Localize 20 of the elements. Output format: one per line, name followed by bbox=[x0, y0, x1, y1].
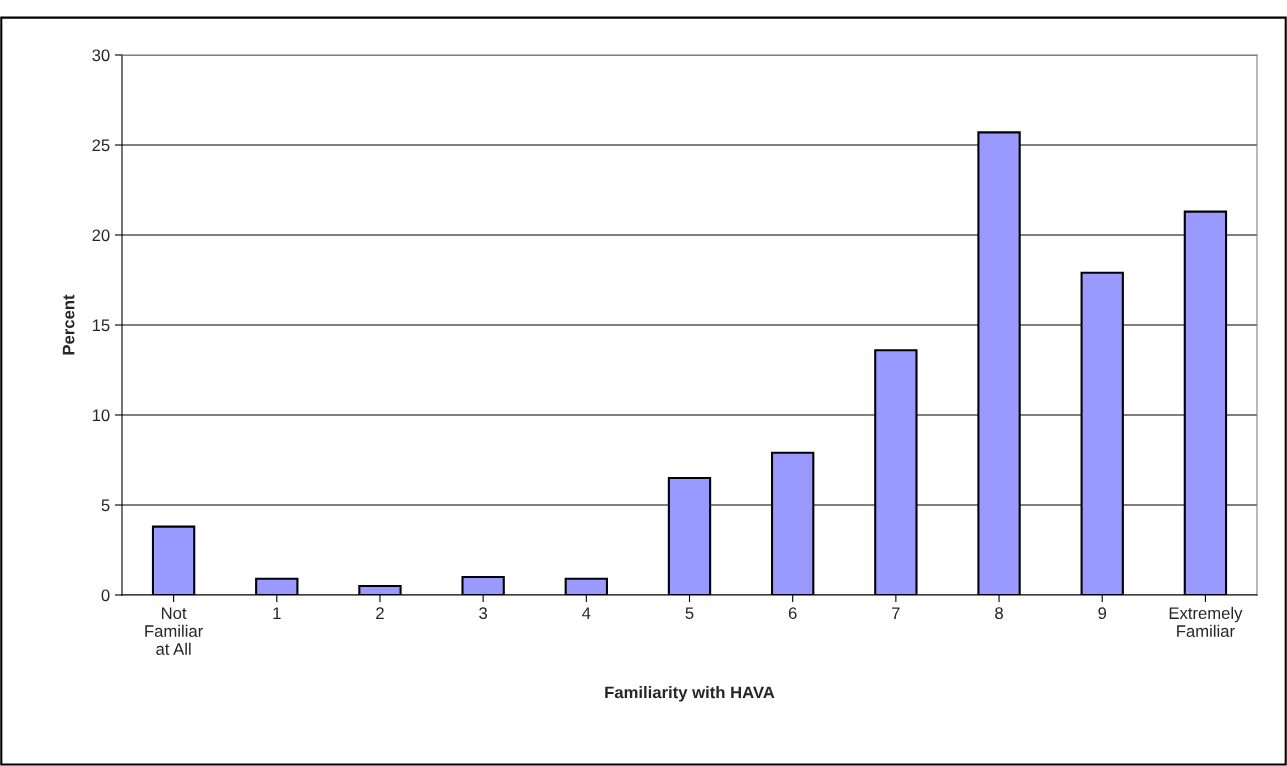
x-tick-label: 3 bbox=[479, 607, 488, 620]
x-tick-label: 7 bbox=[892, 607, 900, 619]
y-tick-label: 15 bbox=[92, 319, 110, 332]
y-tick-label: 0 bbox=[101, 589, 110, 602]
x-tick-label: Not Familiar at All bbox=[145, 607, 203, 655]
x-tick-label: 9 bbox=[1098, 607, 1107, 620]
y-tick-label: 5 bbox=[101, 499, 110, 512]
y-tick-label: 25 bbox=[92, 139, 110, 152]
x-tick-label: 4 bbox=[582, 607, 591, 619]
x-tick-label: 6 bbox=[788, 607, 797, 620]
y-axis-title: Percent bbox=[62, 294, 75, 355]
x-tick-label: Extremely Familiar bbox=[1169, 606, 1243, 637]
x-axis-title: Familiarity with HAVA bbox=[605, 686, 775, 702]
y-tick-label: 20 bbox=[92, 229, 110, 242]
y-tick-label: 10 bbox=[92, 409, 110, 422]
x-tick-label: 5 bbox=[685, 607, 694, 620]
x-tick-label: 2 bbox=[376, 607, 384, 619]
x-tick-label: 1 bbox=[273, 607, 281, 619]
y-tick-label: 30 bbox=[92, 49, 110, 62]
x-tick-label: 8 bbox=[995, 607, 1003, 620]
